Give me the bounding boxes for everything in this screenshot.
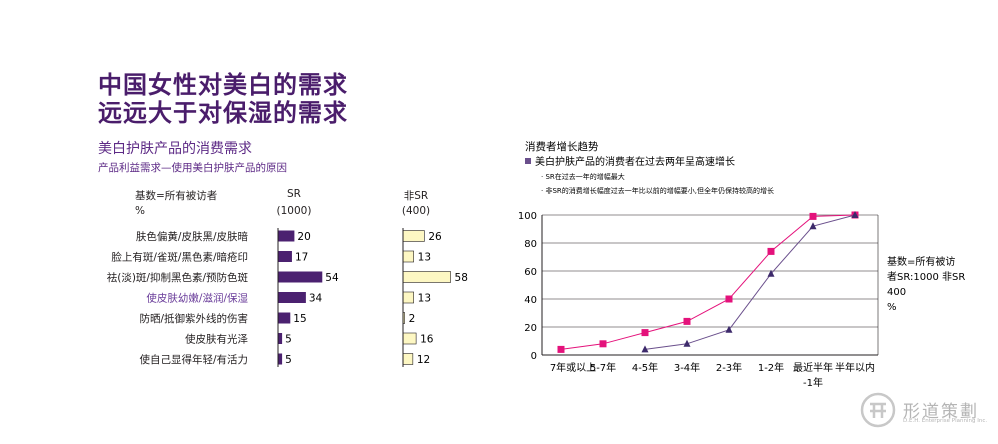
x-tick-label: 5-7年 bbox=[590, 361, 616, 374]
sr-bar bbox=[278, 312, 291, 324]
bar-category-label: 使皮肤幼嫩/滋润/保湿 bbox=[146, 292, 248, 305]
x-tick-label: 4-5年 bbox=[632, 361, 658, 374]
nonsr-point-marker bbox=[767, 269, 775, 277]
sr-bar-value: 17 bbox=[295, 252, 308, 264]
y-tick-label: 60 bbox=[524, 267, 537, 278]
company-logo-icon bbox=[860, 392, 896, 428]
sr-point-marker bbox=[767, 247, 775, 255]
bar-category-label: 肤色偏黄/皮肤黑/皮肤暗 bbox=[136, 230, 249, 243]
y-tick-label: 40 bbox=[524, 295, 537, 306]
line-section-note-2: · 非SR的消费增长幅度过去一年比以前的增幅要小,但全年仍保持较高的增长 bbox=[541, 186, 774, 195]
page-title-line1: 中国女性对美白的需求 bbox=[98, 71, 348, 99]
nonsr-bar-value: 58 bbox=[455, 272, 468, 284]
sr-bar-value: 5 bbox=[285, 354, 292, 366]
company-logo-name: 形道策劃 bbox=[903, 402, 979, 422]
y-tick-label: 20 bbox=[524, 323, 537, 334]
line-base-note: 基数=所有被访 bbox=[887, 255, 955, 268]
x-tick-label: 1-2年 bbox=[758, 361, 784, 374]
sr-bar bbox=[278, 230, 295, 242]
line-section-note-1: · SR在过去一年的增幅最大 bbox=[541, 172, 625, 181]
nonsr-point-marker bbox=[809, 222, 817, 230]
nonsr-column-head: 非SR bbox=[403, 190, 429, 202]
sr-bar bbox=[278, 333, 283, 344]
sr-bar-value: 20 bbox=[297, 231, 310, 243]
bar-percent-label: % bbox=[135, 205, 145, 217]
line-section-title: 消费者增长趋势 bbox=[525, 140, 599, 153]
line-base-note: % bbox=[887, 302, 897, 313]
bar-section-title: 美白护肤产品的消费需求 bbox=[98, 141, 252, 157]
nonsr-bar-value: 26 bbox=[428, 231, 442, 243]
x-tick-label: 半年以内 bbox=[835, 361, 875, 374]
nonsr-bar-value: 13 bbox=[418, 293, 431, 305]
bar-category-label: 使皮肤有光泽 bbox=[185, 333, 248, 346]
company-logo-tagline: D.E.H. Enterprise Planning Inc. bbox=[903, 418, 988, 424]
sr-point-marker bbox=[641, 329, 649, 337]
nonsr-point-marker bbox=[851, 211, 859, 218]
bar-base-label: 基数=所有被访者 bbox=[135, 190, 218, 202]
benefit-bar-chart: 肤色偏黄/皮肤黑/皮肤暗 20 26 脸上有斑/雀斑/黑色素/暗疮印 17 13 祛(淡)斑… bbox=[107, 228, 468, 367]
bar-category-label: 使自己显得年轻/有活力 bbox=[139, 353, 248, 366]
sr-point-marker bbox=[557, 345, 565, 353]
line-section-bullet: 美白护肤产品的消费者在过去两年呈高速增长 bbox=[535, 155, 735, 168]
sr-bar-value: 54 bbox=[325, 272, 339, 284]
bullet-square-icon bbox=[525, 158, 531, 164]
sr-point-marker bbox=[599, 340, 607, 348]
sr-bar-value: 34 bbox=[309, 293, 323, 305]
bar-section-subtitle: 产品利益需求—使用美白护肤产品的原因 bbox=[98, 162, 287, 174]
y-tick-label: 80 bbox=[524, 239, 537, 250]
sr-bar bbox=[278, 292, 306, 303]
sr-bar bbox=[278, 353, 283, 365]
x-tick-label: -1年 bbox=[803, 376, 823, 389]
y-tick-label: 100 bbox=[518, 211, 537, 222]
sr-point-marker bbox=[683, 317, 691, 325]
nonsr-point-marker bbox=[683, 339, 691, 347]
nonsr-bar-value: 13 bbox=[418, 252, 431, 264]
bar-category-label: 防晒/抵御紫外线的伤害 bbox=[139, 312, 248, 325]
sr-point-marker bbox=[809, 212, 817, 220]
nonsr-point-marker bbox=[725, 325, 733, 333]
bar-category-label: 祛(淡)斑/抑制黑色素/预防色斑 bbox=[107, 271, 249, 284]
sr-bar-value: 5 bbox=[285, 334, 292, 346]
sr-bar bbox=[278, 271, 323, 283]
x-tick-label: 7年或以上 bbox=[550, 361, 596, 374]
nonsr-point-marker bbox=[641, 345, 649, 353]
line-base-note: 400 bbox=[887, 287, 906, 298]
x-tick-label: 最近半年 bbox=[793, 361, 833, 374]
nonsr-bar-value: 16 bbox=[420, 334, 434, 346]
sr-column-head: SR bbox=[287, 188, 301, 200]
nonsr-bar-value: 12 bbox=[417, 354, 430, 366]
nonsr-series-line bbox=[644, 214, 856, 350]
line-base-note: 者SR:1000 非SR bbox=[887, 271, 965, 283]
sr-point-marker bbox=[725, 295, 733, 303]
sr-series-line bbox=[560, 214, 856, 350]
y-tick-label: 0 bbox=[531, 351, 537, 362]
sr-bar-value: 15 bbox=[293, 313, 306, 325]
bar-category-label: 脸上有斑/雀斑/黑色素/暗疮印 bbox=[111, 251, 248, 264]
sr-bar bbox=[278, 251, 292, 262]
sr-column-base: (1000) bbox=[276, 205, 312, 217]
page-title-line2: 远远大于对保湿的需求 bbox=[98, 99, 348, 127]
nonsr-bar-value: 2 bbox=[409, 313, 416, 325]
x-tick-label: 3-4年 bbox=[674, 361, 700, 374]
x-tick-label: 2-3年 bbox=[716, 361, 742, 374]
nonsr-column-base: (400) bbox=[401, 205, 431, 217]
